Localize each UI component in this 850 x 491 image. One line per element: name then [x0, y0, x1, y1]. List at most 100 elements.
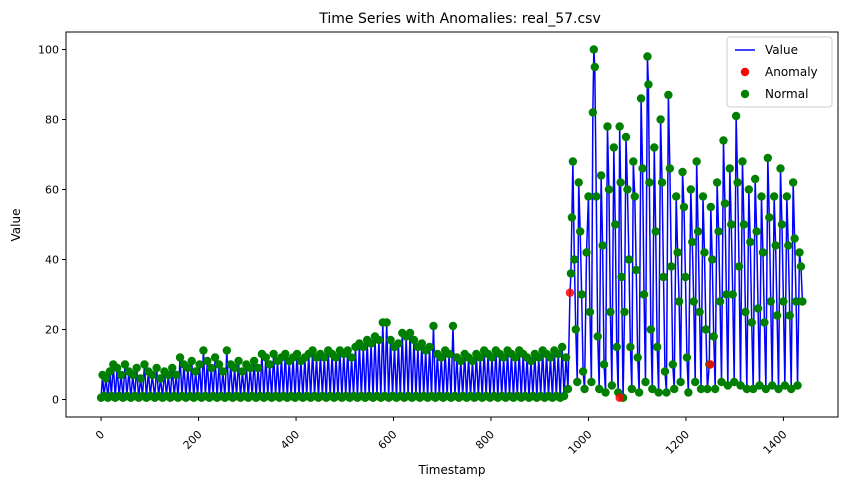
normal-point	[140, 360, 149, 369]
normal-point	[359, 342, 368, 352]
normal-point	[456, 356, 465, 366]
normal-point	[636, 94, 646, 103]
normal-point	[554, 349, 563, 359]
normal-point	[585, 307, 595, 317]
normal-point	[760, 318, 769, 327]
normal-point	[425, 342, 434, 352]
normal-point	[761, 384, 771, 394]
normal-point	[511, 353, 520, 362]
normal-point	[747, 318, 756, 327]
normal-point	[725, 164, 734, 173]
normal-point	[785, 311, 794, 320]
normal-point	[715, 297, 725, 306]
normal-point	[265, 360, 274, 369]
normal-point	[607, 381, 617, 390]
normal-point	[744, 185, 754, 194]
normal-point	[753, 304, 763, 313]
normal-point	[723, 381, 733, 390]
normal-point	[787, 384, 796, 394]
normal-point	[617, 272, 626, 282]
normal-point	[546, 353, 555, 362]
normal-point	[222, 346, 232, 355]
normal-point	[654, 388, 663, 397]
y-tick-label: 100	[38, 44, 59, 57]
normal-point	[652, 342, 662, 352]
normal-point	[664, 90, 673, 100]
normal-point	[728, 290, 737, 299]
normal-point	[156, 374, 165, 383]
normal-point	[782, 192, 792, 201]
normal-point	[667, 262, 676, 271]
normal-point	[629, 157, 638, 166]
normal-point	[596, 171, 606, 180]
normal-point	[320, 353, 329, 362]
normal-point	[238, 367, 247, 376]
normal-point	[733, 178, 742, 187]
normal-point	[620, 307, 629, 317]
normal-point	[292, 349, 302, 359]
normal-point	[676, 377, 685, 387]
normal-point	[570, 255, 579, 264]
x-axis-label: Timestamp	[418, 463, 486, 477]
normal-point	[487, 353, 497, 362]
normal-point	[152, 363, 161, 373]
normal-point	[557, 342, 567, 352]
normal-point	[729, 377, 739, 387]
normal-point	[693, 227, 703, 236]
normal-point	[798, 297, 807, 306]
normal-point	[534, 353, 543, 362]
normal-point	[590, 62, 599, 72]
normal-point	[639, 290, 649, 299]
normal-point	[606, 307, 615, 317]
normal-point	[772, 311, 782, 320]
normal-point	[195, 360, 204, 369]
y-tick-label: 60	[45, 184, 59, 197]
normal-point	[417, 339, 426, 348]
normal-point	[444, 349, 454, 359]
normal-point	[563, 384, 573, 394]
normal-point	[577, 290, 586, 299]
normal-point	[717, 377, 726, 387]
normal-point	[587, 377, 596, 387]
normal-point	[281, 349, 290, 359]
normal-point	[712, 178, 722, 187]
normal-point	[695, 307, 704, 317]
normal-point	[651, 227, 660, 236]
normal-point	[594, 384, 604, 394]
normal-point	[568, 157, 578, 166]
normal-point	[709, 332, 718, 341]
normal-point	[191, 367, 200, 376]
normal-point	[588, 108, 598, 117]
normal-point	[437, 353, 446, 362]
normal-point	[575, 227, 585, 236]
normal-point	[679, 202, 689, 212]
normal-point	[771, 241, 780, 250]
normal-point	[578, 367, 588, 376]
normal-point	[769, 192, 779, 201]
normal-point	[706, 202, 715, 212]
normal-point	[681, 272, 690, 282]
anomaly-point	[706, 360, 715, 369]
normal-point	[589, 45, 599, 54]
normal-point	[788, 178, 798, 187]
normal-point	[671, 192, 681, 201]
normal-point	[627, 384, 637, 394]
normal-point	[784, 241, 793, 250]
anomaly-point	[615, 393, 624, 402]
normal-point	[766, 297, 775, 306]
normal-point	[734, 262, 744, 271]
normal-point	[750, 174, 760, 184]
normal-point	[634, 388, 644, 397]
normal-point	[633, 353, 642, 362]
normal-point	[689, 297, 698, 306]
normal-point	[758, 248, 768, 257]
normal-point	[105, 367, 115, 376]
normal-legend-marker	[740, 89, 750, 99]
anomaly-point	[565, 288, 575, 297]
normal-point	[648, 384, 657, 394]
normal-point	[774, 384, 783, 394]
normal-point	[599, 360, 609, 369]
normal-point	[641, 377, 650, 387]
